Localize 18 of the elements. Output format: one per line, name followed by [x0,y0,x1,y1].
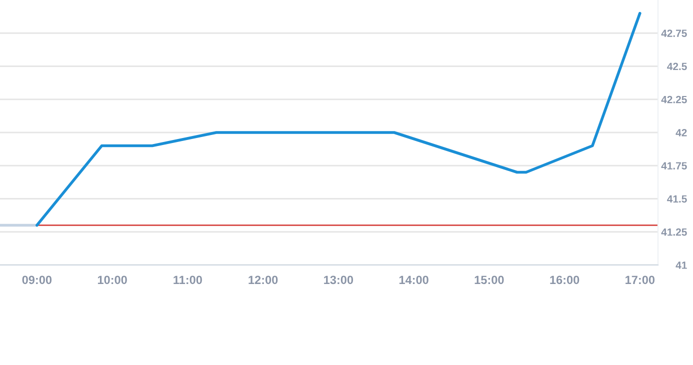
x-tick-label: 16:00 [550,276,580,284]
x-tick-label: 13:00 [324,276,354,284]
x-tick-label: 10:00 [98,276,127,284]
y-tick-label: 42.75 [661,30,687,37]
x-tick-label: 11:00 [174,276,202,284]
y-tick-label: 41.5 [667,195,687,203]
y-tick-label: 42.5 [667,62,687,70]
y-tick-label: 41 [676,262,687,269]
x-tick-label: 09:00 [22,276,52,284]
x-tick-label: 15:00 [474,276,504,284]
line-series [36,12,642,227]
x-tick-label: 17:00 [626,276,655,284]
y-tick-label: 42.25 [661,96,687,104]
x-tick-label: 14:00 [399,276,428,284]
y-tick-label: 41.25 [661,228,687,236]
y-tick-label: 41.75 [661,162,687,170]
x-tick-label: 12:00 [248,276,278,284]
y-tick-label: 42 [676,129,687,136]
